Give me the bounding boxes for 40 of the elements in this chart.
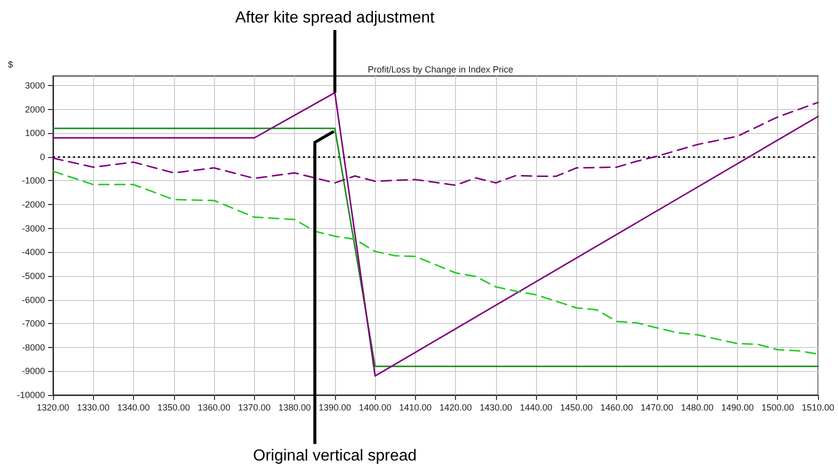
- y-tick-label: 3000: [24, 80, 45, 91]
- x-tick-label: 1410.00: [399, 402, 432, 412]
- x-tick-label: 1480.00: [680, 402, 714, 412]
- y-tick-label: 2000: [24, 104, 45, 114]
- y-tick-label: -6000: [22, 294, 45, 305]
- x-tick-label: 1320.00: [36, 402, 70, 412]
- y-axis-title: $: [8, 60, 14, 70]
- x-tick-label: 1500.00: [761, 402, 794, 412]
- y-tick-label: 0: [40, 152, 45, 162]
- y-tick-label: -1000: [22, 176, 45, 186]
- x-tick-label: 1350.00: [158, 402, 190, 412]
- x-tick-label: 1340.00: [117, 402, 150, 412]
- x-tick-label: 1440.00: [520, 402, 552, 412]
- x-tick-label: 1510.00: [802, 402, 834, 412]
- x-tick-label: 1430.00: [480, 402, 512, 412]
- x-tick-label: 1400.00: [358, 402, 392, 412]
- x-tick-label: 1370.00: [238, 402, 271, 412]
- line-series: [52, 92, 819, 377]
- line-series: [52, 170, 819, 355]
- x-tick-label: 1330.00: [76, 402, 110, 412]
- annotation: After kite spread adjustment: [235, 10, 435, 26]
- y-tick-label: -5000: [22, 270, 45, 281]
- chart-title: Profit/Loss by Change in Index Price: [368, 64, 514, 74]
- x-tick-label: 1490.00: [721, 402, 754, 412]
- x-tick-label: 1360.00: [198, 402, 230, 412]
- y-tick-label: -3000: [22, 223, 45, 234]
- y-tick-label: -2000: [22, 200, 45, 210]
- x-tick-label: 1380.00: [278, 402, 311, 412]
- x-tick-label: 1470.00: [640, 402, 674, 412]
- x-tick-label: 1450.00: [560, 402, 593, 412]
- y-tick-label: -9000: [22, 366, 45, 376]
- y-tick-label: 1000: [24, 128, 45, 138]
- y-tick-label: -10000: [16, 390, 45, 400]
- x-tick-label: 1420.00: [439, 402, 472, 412]
- annotation: Original vertical spread: [253, 448, 417, 464]
- y-tick-label: -8000: [22, 342, 45, 352]
- x-tick-label: 1390.00: [318, 402, 352, 412]
- y-tick-label: -4000: [22, 247, 45, 258]
- x-tick-label: 1460.00: [600, 402, 633, 412]
- y-tick-label: -7000: [22, 318, 45, 329]
